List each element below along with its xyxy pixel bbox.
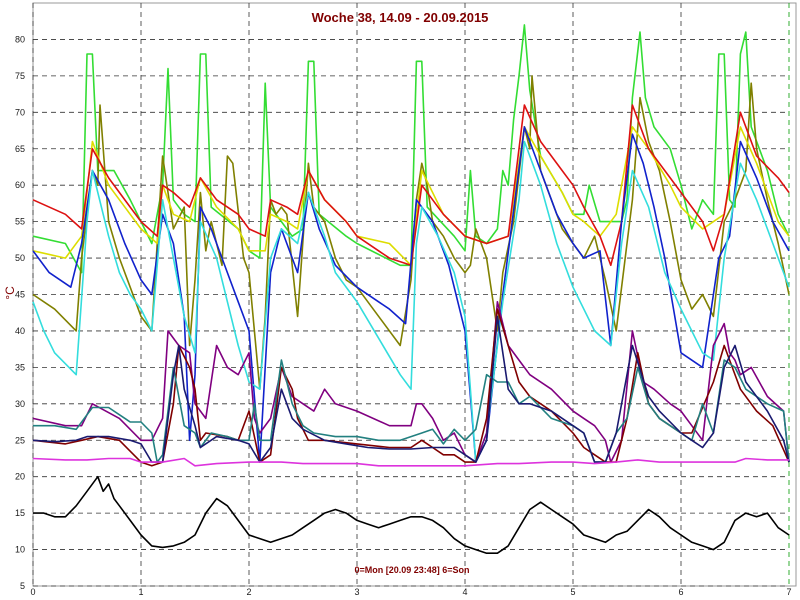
series-line-9 <box>33 359 790 463</box>
x-tick-label: 7 <box>786 587 791 597</box>
x-axis-ticks: 0 1 2 3 4 5 6 7 <box>30 587 791 597</box>
y-tick-label: 25 <box>15 435 25 445</box>
y-tick-label: 20 <box>15 472 25 482</box>
y-tick-label: 50 <box>15 253 25 263</box>
series-line-12 <box>33 475 790 554</box>
chart-title: Woche 38, 14.09 - 20.09.2015 <box>312 10 489 25</box>
series-lines <box>32 24 790 554</box>
x-tick-label: 5 <box>570 587 575 597</box>
y-tick-label: 70 <box>15 107 25 117</box>
y-tick-label: 60 <box>15 180 25 190</box>
y-tick-label: 65 <box>15 144 25 154</box>
y-tick-label: 40 <box>15 326 25 336</box>
y-tick-label: 35 <box>15 362 25 372</box>
x-tick-label: 4 <box>462 587 467 597</box>
y-axis-label: °C <box>3 286 17 300</box>
series-line-11 <box>32 457 789 467</box>
x-tick-label: 2 <box>246 587 251 597</box>
y-tick-label: 5 <box>20 581 25 591</box>
x-tick-label: 1 <box>138 587 143 597</box>
x-tick-label: 6 <box>678 587 683 597</box>
x-tick-label: 3 <box>354 587 359 597</box>
series-line-10 <box>32 315 790 463</box>
y-tick-label: 15 <box>15 508 25 518</box>
x-axis-caption: 0=Mon [20.09 23:48] 6=Son <box>354 565 469 575</box>
series-line-1 <box>32 24 790 274</box>
y-tick-label: 80 <box>15 34 25 44</box>
series-line-5 <box>32 126 790 463</box>
y-axis-ticks: 5 10 15 20 25 30 35 40 45 50 55 60 65 70 75 80 <box>15 34 25 591</box>
y-tick-label: 45 <box>15 290 25 300</box>
x-tick-label: 0 <box>30 587 35 597</box>
y-tick-label: 10 <box>15 545 25 555</box>
y-tick-label: 30 <box>15 399 25 409</box>
y-tick-label: 75 <box>15 71 25 81</box>
y-tick-label: 55 <box>15 217 25 227</box>
series-line-6 <box>32 140 790 463</box>
